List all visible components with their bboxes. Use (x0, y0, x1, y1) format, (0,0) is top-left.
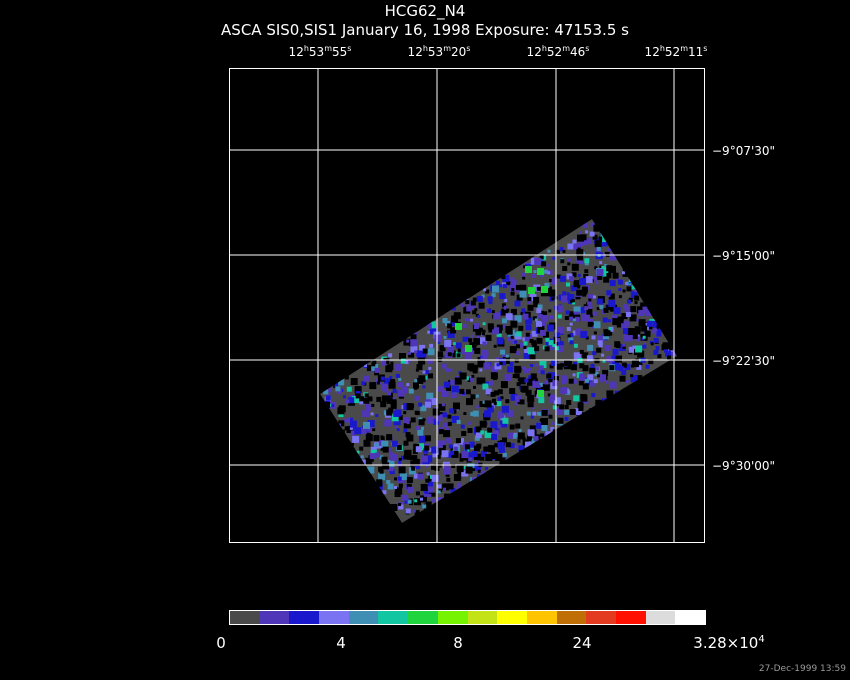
colorbar-label: 0 (216, 634, 226, 652)
dec-tick-label: −9°15'00" (712, 249, 776, 263)
colorbar-segment (259, 611, 290, 624)
colorbar-segment (230, 611, 260, 624)
plot-title: HCG62_N4 (384, 2, 466, 20)
plot-frame (229, 68, 705, 543)
colorbar-segment (615, 611, 646, 624)
colorbar-segment (408, 611, 438, 624)
colorbar-segment (645, 611, 676, 624)
colorbar-segment (586, 611, 616, 624)
image-field (320, 219, 677, 523)
colorbar-segment (437, 611, 468, 624)
colorbar-segment (348, 611, 379, 624)
colorbar-segment (289, 611, 320, 624)
colorbar-label: 8 (453, 634, 463, 652)
colorbar (229, 610, 706, 625)
ra-tick-label: 12h52m46s (526, 44, 590, 59)
colorbar-segment (526, 611, 557, 624)
xray-image-plot (229, 68, 705, 543)
coordinate-grid (229, 68, 705, 543)
colorbar-label: 24 (572, 634, 592, 652)
colorbar-segment (378, 611, 409, 624)
colorbar-segment (319, 611, 349, 624)
ra-tick-label: 12h53m20s (407, 44, 471, 59)
dec-tick-label: −9°07'30" (712, 144, 776, 158)
colorbar-label: 3.28×104 (693, 634, 765, 652)
timestamp: 27-Dec-1999 13:59 (758, 664, 846, 674)
colorbar-label: 4 (336, 634, 346, 652)
colorbar-segment (467, 611, 498, 624)
colorbar-segment (556, 611, 587, 624)
dec-tick-label: −9°30'00" (712, 459, 776, 473)
ra-tick-label: 12h53m55s (288, 44, 352, 59)
ra-tick-label: 12h52m11s (644, 44, 708, 59)
plot-subtitle: ASCA SIS0,SIS1 January 16, 1998 Exposure… (221, 21, 629, 39)
colorbar-segment (497, 611, 527, 624)
colorbar-segment (675, 611, 705, 624)
dec-tick-label: −9°22'30" (712, 354, 776, 368)
